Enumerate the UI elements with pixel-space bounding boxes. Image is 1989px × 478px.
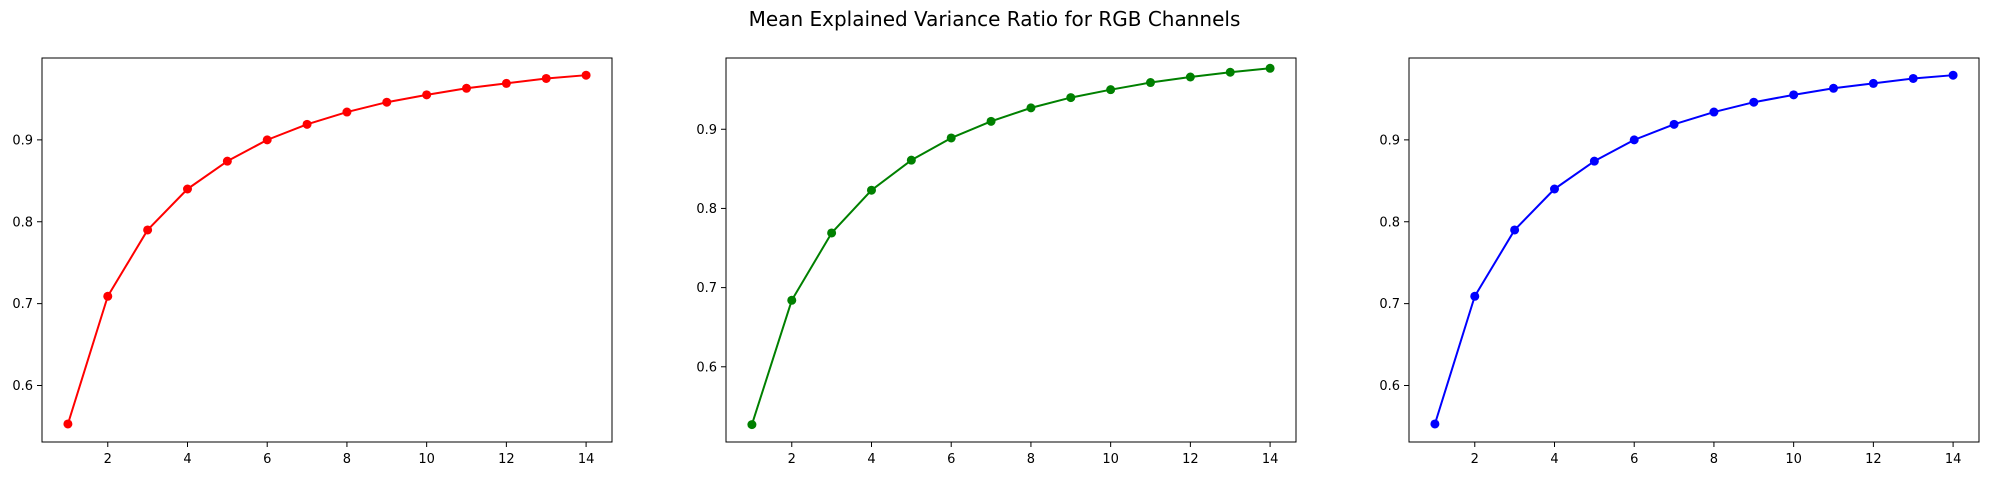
x-tick-label: 8 [1027, 452, 1035, 467]
x-tick-label: 8 [343, 452, 351, 467]
axes-frame-red [41, 57, 613, 443]
data-point [787, 295, 797, 305]
x-tick-label: 14 [1262, 452, 1279, 467]
data-point [1066, 93, 1076, 103]
subplot-red: 2 4 6 8 10 12 14 0.6 0.7 0.8 0.9 [12, 57, 613, 467]
data-point [1549, 184, 1559, 194]
x-tick-label: 12 [498, 452, 515, 467]
data-point [581, 70, 591, 80]
subplot-blue: 2 4 6 8 10 12 14 0.6 0.7 0.8 0.9 [1379, 57, 1980, 467]
x-tick-label: 14 [1945, 452, 1962, 467]
data-point [382, 97, 392, 107]
data-point [1225, 67, 1235, 77]
data-point [1510, 225, 1520, 235]
data-point [986, 116, 996, 126]
x-tick-label: 10 [418, 452, 435, 467]
data-point [1106, 85, 1116, 95]
y-tick-label: 0.7 [12, 297, 33, 312]
data-point [182, 184, 192, 194]
subplot-green: 2 4 6 8 10 12 14 0.6 0.7 0.8 0.9 [696, 57, 1297, 467]
x-tick-label: 14 [578, 452, 595, 467]
data-point [747, 420, 757, 430]
data-point [222, 156, 232, 166]
x-tick-label: 6 [263, 452, 271, 467]
data-point [866, 185, 876, 195]
axes-frame-green [725, 57, 1297, 443]
x-tick-label: 8 [1710, 452, 1718, 467]
y-tick-label: 0.8 [1379, 215, 1400, 230]
y-tick-label: 0.9 [1379, 133, 1400, 148]
y-tick-label: 0.7 [696, 281, 717, 296]
data-point [302, 119, 312, 129]
y-tick-label: 0.9 [12, 133, 33, 148]
figure-title: Mean Explained Variance Ratio for RGB Ch… [749, 7, 1241, 31]
y-tick-label: 0.8 [12, 215, 33, 230]
y-tick-label: 0.7 [1379, 297, 1400, 312]
data-point [1749, 97, 1759, 107]
data-point [501, 78, 511, 88]
axes-frame-blue [1408, 57, 1980, 443]
x-tick-label: 10 [1102, 452, 1119, 467]
data-point [1948, 70, 1958, 80]
data-point [906, 155, 916, 165]
y-tick-label: 0.8 [696, 202, 717, 217]
data-point [1709, 107, 1719, 117]
data-point [1589, 156, 1599, 166]
data-point [1146, 78, 1156, 88]
data-point [1629, 135, 1639, 145]
data-point [1265, 63, 1275, 73]
data-point [1430, 419, 1440, 429]
x-tick-label: 4 [867, 452, 875, 467]
data-point [262, 135, 272, 145]
data-point [103, 291, 113, 301]
data-point [143, 225, 153, 235]
y-tick-label: 0.6 [12, 379, 33, 394]
data-point [63, 419, 73, 429]
series-line-blue [1433, 74, 1954, 425]
x-tick-label: 2 [788, 452, 796, 467]
x-tick-label: 2 [104, 452, 112, 467]
y-tick-label: 0.9 [696, 123, 717, 138]
data-point [1669, 119, 1679, 129]
y-tick-label: 0.6 [1379, 379, 1400, 394]
data-point [946, 133, 956, 143]
data-point [1470, 291, 1480, 301]
series-line-green [750, 67, 1271, 425]
series-line-red [66, 74, 587, 425]
x-tick-label: 10 [1785, 452, 1802, 467]
x-tick-label: 12 [1182, 452, 1199, 467]
x-tick-label: 4 [1550, 452, 1558, 467]
y-tick-label: 0.6 [696, 360, 717, 375]
data-point [1829, 83, 1839, 93]
data-point [422, 90, 432, 100]
data-point [827, 228, 837, 238]
x-tick-label: 4 [183, 452, 191, 467]
data-point [1026, 103, 1036, 113]
x-tick-label: 6 [1630, 452, 1638, 467]
data-point [1789, 90, 1799, 100]
x-tick-label: 6 [947, 452, 955, 467]
x-tick-label: 2 [1471, 452, 1479, 467]
data-point [1185, 72, 1195, 82]
x-tick-label: 12 [1865, 452, 1882, 467]
data-point [541, 73, 551, 83]
data-point [342, 107, 352, 117]
data-point [1908, 73, 1918, 83]
data-point [1868, 78, 1878, 88]
data-point [462, 83, 472, 93]
